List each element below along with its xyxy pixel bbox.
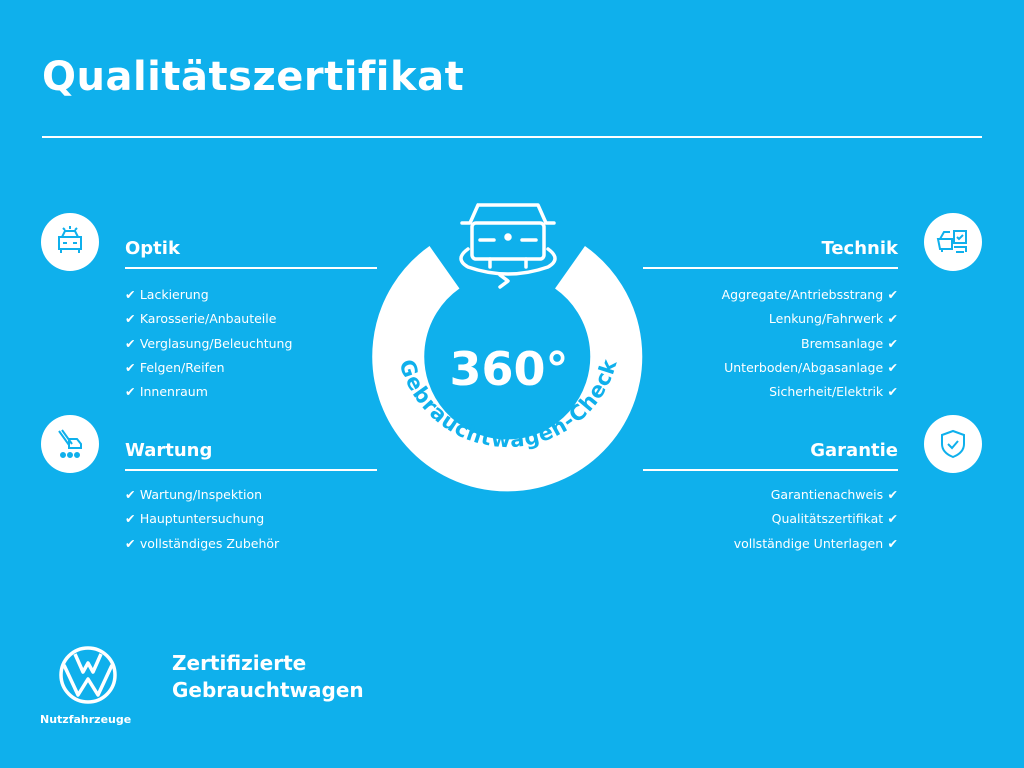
service-tools-icon xyxy=(58,429,82,458)
list-item: Bremsanlage xyxy=(643,332,898,356)
section-optik: Optik Lackierung Karosserie/Anbauteile V… xyxy=(125,238,377,404)
wartung-heading: Wartung xyxy=(125,440,213,461)
title-divider xyxy=(42,136,982,138)
footer-brand: Zertifizierte Gebrauchtwagen xyxy=(172,650,364,704)
garantie-divider xyxy=(643,469,898,471)
list-item: Garantienachweis xyxy=(643,483,898,507)
garantie-icon-circle xyxy=(924,415,982,473)
brand-line-2: Gebrauchtwagen xyxy=(172,678,364,702)
optik-heading: Optik xyxy=(125,238,180,259)
section-garantie: Garantie Garantienachweis Qualitätszerti… xyxy=(643,440,898,556)
technik-icon-circle xyxy=(924,213,982,271)
list-item: Karosserie/Anbauteile xyxy=(125,307,377,331)
list-item: Verglasung/Beleuchtung xyxy=(125,332,377,356)
list-item: Unterboden/Abgasanlage xyxy=(643,356,898,380)
ring xyxy=(372,246,643,492)
optik-divider xyxy=(125,267,377,269)
optik-icon-circle xyxy=(41,213,99,271)
list-item: Aggregate/Antriebsstrang xyxy=(643,283,898,307)
list-item: Hauptuntersuchung xyxy=(125,507,377,531)
list-item: Qualitätszertifikat xyxy=(643,507,898,531)
list-item: vollständige Unterlagen xyxy=(643,532,898,556)
optik-list: Lackierung Karosserie/Anbauteile Verglas… xyxy=(125,283,377,404)
garantie-heading: Garantie xyxy=(810,440,898,461)
360-check-badge: Gebrauchtwagen-Check 360° xyxy=(372,203,643,492)
technik-divider xyxy=(643,267,898,269)
wartung-list: Wartung/Inspektion Hauptuntersuchung vol… xyxy=(125,483,377,556)
brand-line-1: Zertifizierte xyxy=(172,651,307,675)
list-item: vollständiges Zubehör xyxy=(125,532,377,556)
list-item: Wartung/Inspektion xyxy=(125,483,377,507)
shield-check-icon xyxy=(941,429,965,459)
section-technik: Technik Aggregate/Antriebsstrang Lenkung… xyxy=(643,238,898,404)
list-item: Felgen/Reifen xyxy=(125,356,377,380)
garantie-list: Garantienachweis Qualitätszertifikat vol… xyxy=(643,483,898,556)
wartung-icon-circle xyxy=(41,415,99,473)
list-item: Innenraum xyxy=(125,380,377,404)
car-checklist-icon xyxy=(936,230,967,253)
list-item: Sicherheit/Elektrik xyxy=(643,380,898,404)
vw-logo xyxy=(59,646,117,704)
page-title: Qualitätszertifikat xyxy=(42,54,465,100)
list-item: Lenkung/Fahrwerk xyxy=(643,307,898,331)
list-item: Lackierung xyxy=(125,283,377,307)
car-front-icon xyxy=(58,226,82,253)
logo-caption: Nutzfahrzeuge xyxy=(40,713,132,726)
technik-list: Aggregate/Antriebsstrang Lenkung/Fahrwer… xyxy=(643,283,898,404)
technik-heading: Technik xyxy=(821,238,898,259)
360-label: 360° xyxy=(449,342,568,396)
section-wartung: Wartung Wartung/Inspektion Hauptuntersuc… xyxy=(125,440,377,556)
wartung-divider xyxy=(125,469,377,471)
car-rotate-icon xyxy=(459,203,557,289)
